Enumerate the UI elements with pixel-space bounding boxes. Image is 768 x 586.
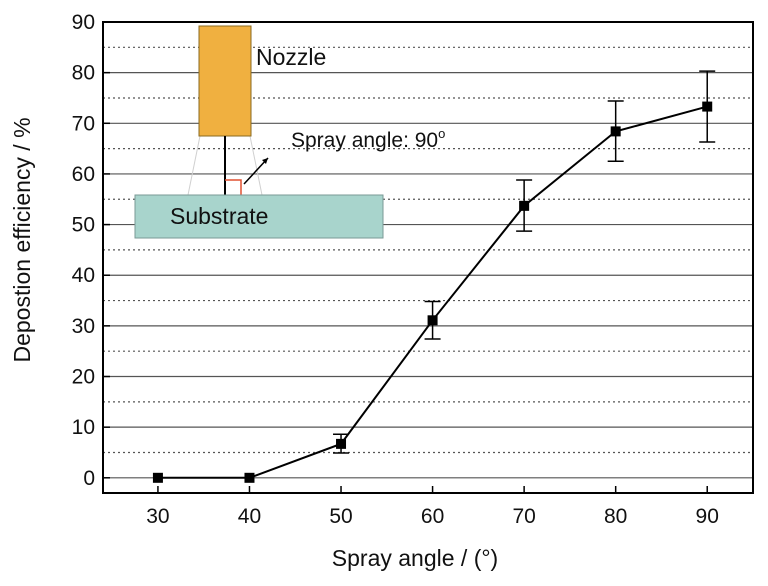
data-point [152, 472, 163, 483]
right-angle-mark [225, 179, 242, 195]
substrate-rect [134, 194, 384, 239]
data-point [610, 126, 621, 137]
x-tick-label: 30 [146, 505, 169, 528]
x-tick-label: 80 [604, 505, 627, 528]
x-tick-label: 60 [421, 505, 444, 528]
y-tick-label: 90 [72, 11, 95, 34]
inset-diagram: Nozzle Spray angle: 90o Substrate [134, 25, 445, 239]
data-point [427, 315, 438, 326]
y-tick-label: 50 [72, 214, 95, 237]
plot-series [152, 70, 716, 483]
y-tick-label: 60 [72, 163, 95, 186]
y-tick-label: 0 [83, 467, 95, 490]
degree-superscript: o [438, 126, 445, 141]
y-tick-label: 40 [72, 264, 95, 287]
spray-angle-label: Spray angle: 90o [291, 126, 445, 152]
angle-arrow-head [262, 158, 268, 164]
series-line [157, 105, 708, 479]
nozzle-label: Nozzle [256, 44, 326, 70]
y-axis: 0 10 20 30 40 50 60 70 80 90 [72, 11, 110, 490]
x-axis: 30 40 50 60 70 80 90 [146, 486, 719, 528]
data-point [244, 472, 255, 483]
y-axis-label: Depostion efficiency / % [9, 117, 35, 362]
y-tick-label: 10 [72, 416, 95, 439]
y-tick-label: 20 [72, 366, 95, 389]
angle-arrow-line [243, 157, 269, 185]
x-tick-label: 70 [512, 505, 535, 528]
data-point [519, 200, 530, 211]
x-tick-label: 90 [696, 505, 719, 528]
x-tick-label: 50 [329, 505, 352, 528]
nozzle-rect [198, 25, 252, 137]
y-tick-label: 80 [72, 62, 95, 85]
x-axis-label: Spray angle / (°) [332, 545, 498, 571]
x-tick-label: 40 [238, 505, 261, 528]
plot-frame [102, 21, 754, 494]
y-tick-label: 70 [72, 112, 95, 135]
substrate-label: Substrate [170, 203, 268, 229]
spray-cone-right [249, 135, 263, 196]
data-point [702, 101, 713, 112]
y-tick-label: 30 [72, 315, 95, 338]
spray-cone-left [187, 135, 201, 196]
data-point [336, 438, 347, 449]
